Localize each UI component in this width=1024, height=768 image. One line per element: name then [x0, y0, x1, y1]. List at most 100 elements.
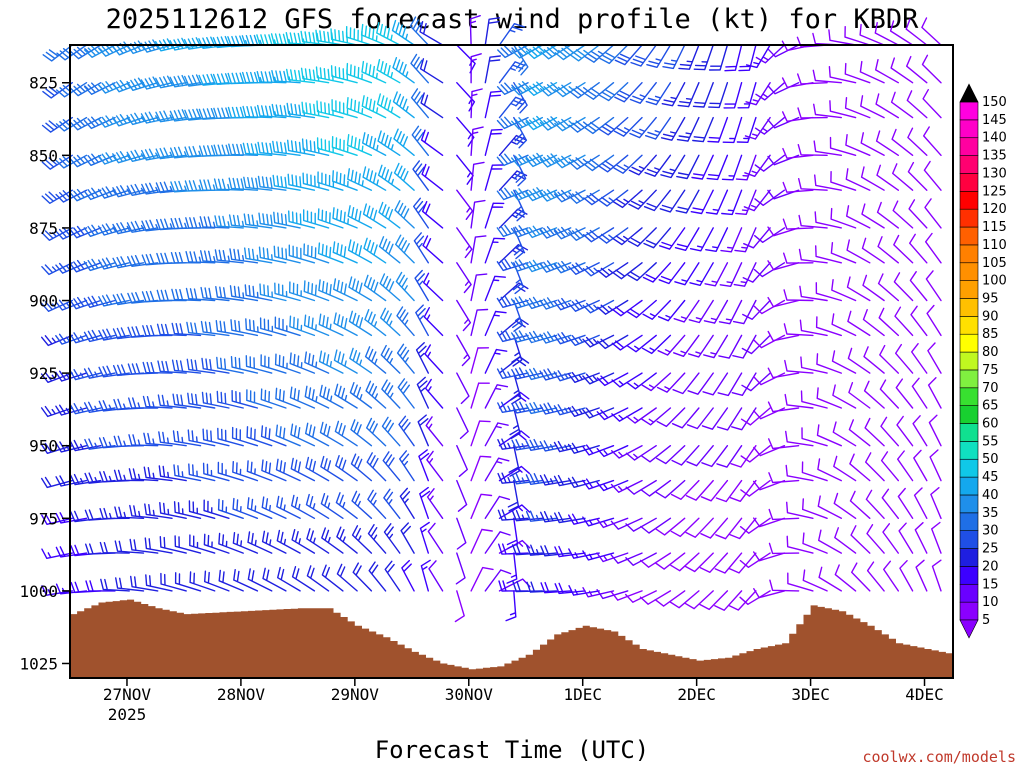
wind-barb [812, 32, 842, 46]
wind-barb [401, 559, 415, 592]
wind-barb [655, 517, 686, 536]
wind-barb [143, 466, 173, 482]
wind-barb [731, 407, 757, 431]
wind-barb [426, 450, 444, 482]
wind-barb [511, 154, 543, 167]
wind-barb [229, 248, 259, 264]
wind-barb [645, 116, 672, 140]
wind-barb [860, 95, 885, 119]
wind-barb [907, 127, 928, 156]
wind-barb [724, 44, 743, 72]
wind-barb [41, 262, 73, 276]
wind-barb [496, 153, 529, 167]
wind-barb [347, 168, 373, 191]
wind-barb [112, 327, 145, 340]
wind-barb [905, 18, 928, 46]
colorbar-label: 90 [982, 309, 999, 324]
y-tick-label: 850 [29, 146, 58, 165]
wind-barb [753, 372, 786, 386]
wind-barb [525, 81, 558, 96]
wind-barb [786, 501, 814, 519]
wind-barb [755, 44, 786, 64]
colorbar-bin [959, 405, 979, 424]
wind-barb [741, 334, 771, 355]
wind-barb [715, 479, 743, 503]
wind-barb [484, 164, 504, 191]
wind-barb [582, 478, 615, 490]
wind-barb [754, 116, 786, 135]
wind-barb [303, 209, 330, 229]
wind-barb [496, 116, 529, 130]
wind-barb [834, 527, 857, 554]
wind-barb [656, 372, 686, 393]
wind-barb [743, 227, 771, 249]
wind-barb [470, 273, 488, 302]
wind-barb [260, 354, 287, 374]
wind-barb [244, 247, 273, 264]
wind-barb [456, 262, 472, 294]
x-tick-label: 27NOV [103, 685, 152, 704]
wind-barb [797, 73, 828, 85]
wind-barb [898, 522, 914, 554]
wind-barb [277, 566, 301, 592]
wind-barb [334, 383, 358, 409]
wind-barb [657, 334, 686, 356]
wind-barb [142, 361, 173, 374]
wind-barb [876, 164, 899, 191]
wind-barb [456, 479, 468, 512]
colorbar-bin [959, 476, 979, 496]
wind-barb [582, 550, 615, 561]
wind-barb [892, 200, 914, 229]
colorbar-bin [959, 458, 979, 478]
wind-barb [129, 538, 159, 554]
wind-barb [716, 445, 743, 468]
wind-barb [316, 100, 344, 119]
wind-barb [815, 282, 842, 302]
wind-barb [346, 62, 373, 84]
wind-barb [582, 516, 615, 527]
wind-barb [142, 395, 173, 409]
wind-barb [877, 273, 899, 302]
wind-barb [847, 310, 871, 337]
wind-barb [130, 575, 159, 592]
colorbar-bin [959, 298, 979, 317]
wind-barb [232, 461, 259, 482]
wind-barb [786, 535, 814, 554]
wind-barb [714, 552, 743, 574]
wind-barb [658, 262, 686, 285]
wind-barb [627, 262, 657, 282]
wind-barb [928, 414, 942, 447]
wind-barb [699, 552, 729, 573]
wind-barb [98, 437, 130, 449]
wind-barb [246, 426, 273, 447]
wind-barb [271, 103, 301, 119]
wind-barb [300, 30, 330, 46]
wind-barb [409, 16, 429, 46]
wind-barb [376, 93, 401, 119]
wind-barb [85, 580, 116, 592]
wind-barb [275, 387, 301, 409]
wind-barb [470, 382, 490, 409]
wind-barb [909, 271, 928, 302]
wind-barb [484, 531, 511, 554]
wind-barb [348, 310, 373, 337]
wind-barb [740, 445, 771, 463]
colorbar-label: 15 [982, 577, 999, 592]
wind-barb [655, 479, 686, 499]
wind-barb [769, 579, 800, 592]
wind-barb [674, 262, 700, 286]
wind-barb [456, 154, 474, 185]
wind-barb [729, 479, 757, 502]
wind-barb [512, 580, 543, 593]
terrain-layer [70, 599, 953, 678]
wind-barb [701, 407, 729, 430]
wind-barb [227, 106, 259, 119]
wind-barb [733, 262, 757, 287]
wind-barb [767, 116, 800, 129]
wind-barb [300, 67, 330, 84]
wind-barb [797, 107, 828, 119]
wind-barb [926, 304, 942, 337]
colorbar-bin [959, 101, 979, 121]
wind-barb [743, 189, 771, 212]
wind-barb [660, 116, 686, 141]
